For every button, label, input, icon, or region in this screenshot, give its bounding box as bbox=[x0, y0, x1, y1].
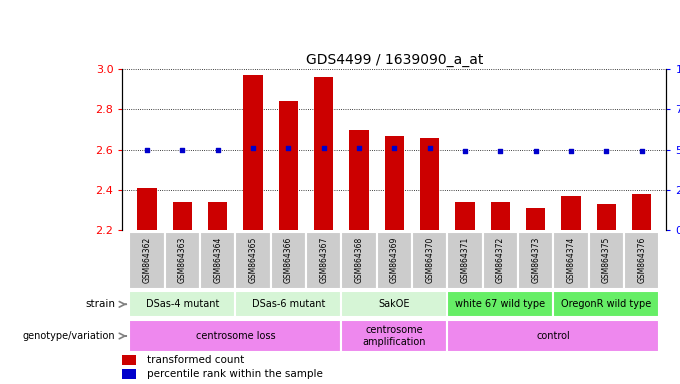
Text: strain: strain bbox=[86, 299, 116, 310]
Bar bbox=[491, 202, 510, 230]
Point bbox=[530, 148, 541, 154]
Point bbox=[318, 145, 329, 151]
Point bbox=[212, 147, 223, 153]
Text: centrosome loss: centrosome loss bbox=[196, 331, 275, 341]
Bar bbox=[306, 232, 341, 289]
Text: DSas-6 mutant: DSas-6 mutant bbox=[252, 299, 325, 310]
Text: centrosome
amplification: centrosome amplification bbox=[362, 325, 426, 347]
Bar bbox=[271, 232, 306, 289]
Text: GSM864362: GSM864362 bbox=[143, 237, 152, 283]
Bar bbox=[122, 355, 136, 366]
Bar bbox=[554, 232, 589, 289]
Bar bbox=[518, 232, 554, 289]
Text: GSM864368: GSM864368 bbox=[354, 237, 364, 283]
Bar bbox=[377, 232, 412, 289]
Bar bbox=[624, 232, 660, 289]
Point bbox=[354, 145, 364, 151]
Point bbox=[177, 147, 188, 153]
Point bbox=[141, 147, 152, 153]
Bar bbox=[279, 101, 298, 230]
Text: OregonR wild type: OregonR wild type bbox=[561, 299, 651, 310]
Title: GDS4499 / 1639090_a_at: GDS4499 / 1639090_a_at bbox=[306, 53, 483, 67]
Text: genotype/variation: genotype/variation bbox=[23, 331, 116, 341]
Bar bbox=[561, 196, 581, 230]
Bar bbox=[129, 291, 235, 317]
Bar bbox=[235, 291, 341, 317]
Bar bbox=[554, 291, 660, 317]
Text: transformed count: transformed count bbox=[147, 355, 244, 365]
Bar bbox=[341, 320, 447, 352]
Bar bbox=[122, 369, 136, 379]
Bar bbox=[314, 77, 333, 230]
Point bbox=[424, 145, 435, 151]
Bar bbox=[456, 202, 475, 230]
Bar bbox=[129, 232, 165, 289]
Text: GSM864365: GSM864365 bbox=[249, 237, 258, 283]
Text: white 67 wild type: white 67 wild type bbox=[456, 299, 545, 310]
Text: percentile rank within the sample: percentile rank within the sample bbox=[147, 369, 323, 379]
Bar bbox=[447, 291, 554, 317]
Point bbox=[460, 148, 471, 154]
Point bbox=[636, 148, 647, 154]
Point bbox=[601, 148, 612, 154]
Bar bbox=[447, 232, 483, 289]
Bar bbox=[243, 75, 262, 230]
Text: GSM864372: GSM864372 bbox=[496, 237, 505, 283]
Text: DSas-4 mutant: DSas-4 mutant bbox=[146, 299, 219, 310]
Text: SakOE: SakOE bbox=[379, 299, 410, 310]
Bar bbox=[341, 291, 447, 317]
Text: GSM864363: GSM864363 bbox=[178, 237, 187, 283]
Text: GSM864366: GSM864366 bbox=[284, 237, 293, 283]
Text: control: control bbox=[537, 331, 571, 341]
Bar bbox=[173, 202, 192, 230]
Text: GSM864369: GSM864369 bbox=[390, 237, 399, 283]
Text: GSM864373: GSM864373 bbox=[531, 237, 540, 283]
Text: GSM864371: GSM864371 bbox=[460, 237, 470, 283]
Bar bbox=[420, 138, 439, 230]
Point bbox=[495, 148, 506, 154]
Bar bbox=[350, 130, 369, 230]
Bar bbox=[632, 194, 651, 230]
Text: GSM864364: GSM864364 bbox=[214, 237, 222, 283]
Point bbox=[283, 145, 294, 151]
Point bbox=[248, 145, 258, 151]
Bar bbox=[596, 204, 616, 230]
Bar bbox=[235, 232, 271, 289]
Text: GSM864370: GSM864370 bbox=[425, 237, 435, 283]
Bar bbox=[385, 136, 404, 230]
Point bbox=[566, 148, 577, 154]
Text: GSM864367: GSM864367 bbox=[319, 237, 328, 283]
Bar bbox=[341, 232, 377, 289]
Bar bbox=[137, 188, 157, 230]
Bar bbox=[483, 232, 518, 289]
Bar bbox=[412, 232, 447, 289]
Point bbox=[389, 145, 400, 151]
Bar bbox=[447, 320, 660, 352]
Bar bbox=[129, 320, 341, 352]
Bar bbox=[526, 208, 545, 230]
Bar bbox=[165, 232, 200, 289]
Bar bbox=[208, 202, 228, 230]
Text: GSM864376: GSM864376 bbox=[637, 237, 646, 283]
Bar bbox=[589, 232, 624, 289]
Bar bbox=[200, 232, 235, 289]
Text: GSM864374: GSM864374 bbox=[566, 237, 575, 283]
Text: GSM864375: GSM864375 bbox=[602, 237, 611, 283]
